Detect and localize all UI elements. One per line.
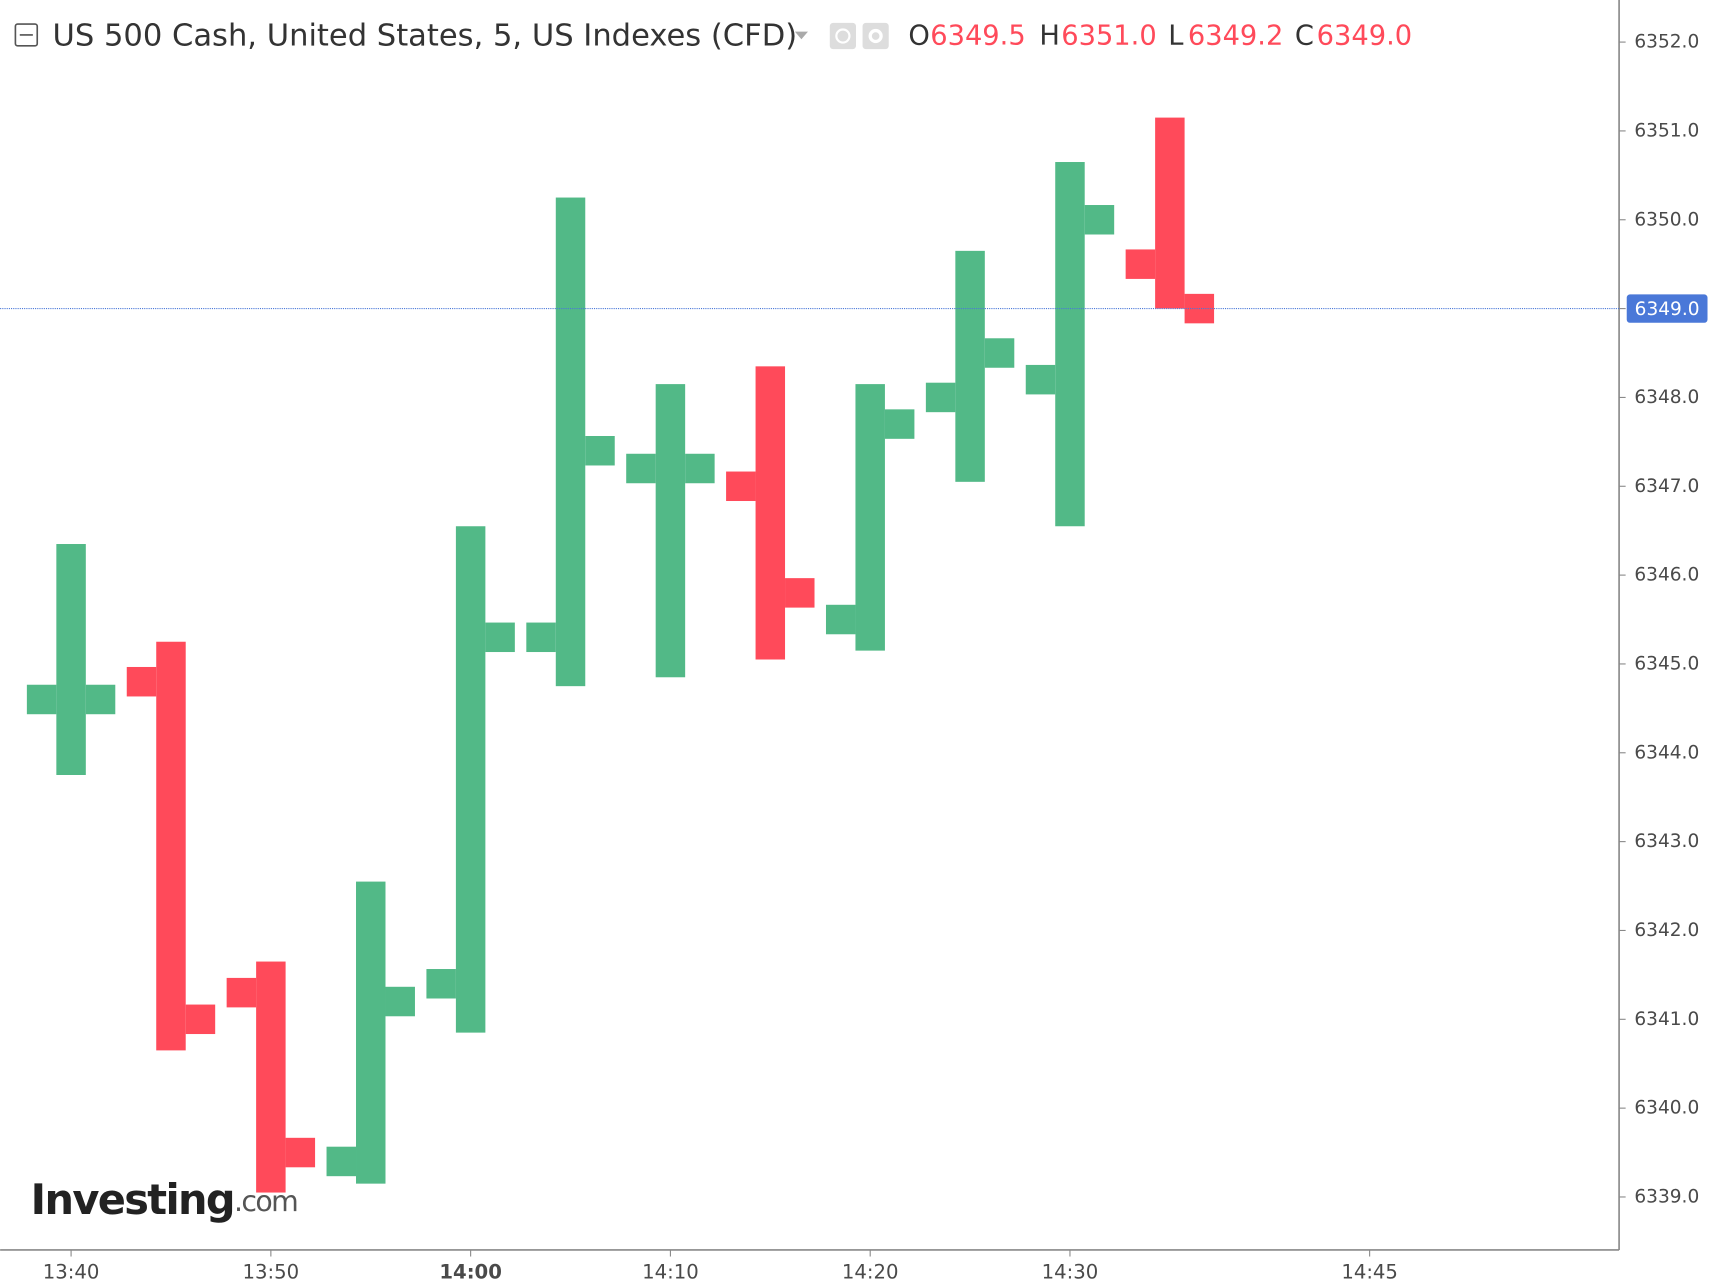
settings-icon-gear: [868, 28, 883, 44]
collapse-icon[interactable]: [14, 23, 39, 47]
bar-open: [726, 471, 756, 502]
y-tick-label: 6343.0: [1634, 831, 1699, 852]
bar-close: [185, 1004, 216, 1035]
eye-icon[interactable]: [829, 22, 856, 50]
legend-open-label: O: [908, 21, 929, 52]
y-tick-label: 6351.0: [1634, 120, 1699, 141]
ohlc-bar: [626, 384, 715, 678]
legend-high: 6351.0: [1061, 21, 1156, 52]
plot-area: [26, 117, 1215, 1193]
ohlc-bar: [1025, 162, 1115, 527]
bar-range: [256, 961, 286, 1193]
bar-close: [984, 338, 1015, 368]
bar-close: [1084, 205, 1115, 235]
legend-close: 6349.0: [1317, 21, 1412, 52]
bar-range: [356, 881, 386, 1184]
legend-low-label: L: [1168, 21, 1184, 52]
bar-close: [884, 409, 915, 439]
ohlc-bar: [825, 384, 915, 651]
bar-close: [685, 453, 715, 484]
legend-close-label: C: [1295, 21, 1314, 52]
y-tick-label: 6341.0: [1634, 1009, 1699, 1030]
ohlc-bar: [126, 641, 216, 1051]
watermark-brand: Investing: [31, 1175, 234, 1224]
bar-range: [1155, 117, 1185, 309]
bar-range: [755, 366, 786, 660]
y-tick-label: 6347.0: [1634, 476, 1699, 497]
current-price-label: 6349.0: [1635, 299, 1700, 320]
x-tick-label: 14:10: [642, 1260, 699, 1283]
chart-title: US 500 Cash, United States, 5, US Indexe…: [53, 19, 798, 54]
y-tick-label: 6344.0: [1634, 742, 1699, 763]
legend-high-label: H: [1039, 21, 1060, 52]
ohlc-legend: O 6349.5 H 6351.0 L 6349.2 C 6349.0: [908, 21, 1412, 52]
y-tick-label: 6346.0: [1634, 565, 1699, 586]
bar-range: [655, 384, 686, 678]
bar-open: [326, 1146, 357, 1177]
x-tick-label: 13:40: [43, 1260, 100, 1283]
y-tick-label: 6342.0: [1634, 920, 1699, 941]
y-tick-label: 6352.0: [1634, 32, 1699, 53]
bar-open: [26, 684, 57, 715]
x-tick-label: 14:30: [1042, 1260, 1099, 1283]
bar-close: [585, 435, 615, 466]
bar-close: [85, 684, 116, 715]
ohlc-bar: [326, 881, 415, 1184]
bar-close: [485, 622, 515, 653]
bar-open: [626, 453, 656, 484]
legend-low: 6349.2: [1188, 21, 1283, 52]
bar-close: [285, 1137, 316, 1168]
x-tick-label: 14:45: [1341, 1260, 1398, 1283]
ohlc-bar: [26, 544, 116, 775]
y-tick-label: 6340.0: [1634, 1098, 1699, 1119]
bar-open: [925, 382, 956, 413]
bar-open: [526, 622, 556, 653]
y-tick-label: 6350.0: [1634, 209, 1699, 230]
dropdown-arrow[interactable]: [794, 31, 808, 40]
bar-range: [455, 526, 486, 1033]
ohlc-bar: [726, 366, 815, 660]
bar-open: [126, 666, 157, 697]
bar-open: [426, 969, 456, 999]
y-tick-label: 6339.0: [1634, 1186, 1699, 1207]
bar-open: [825, 604, 856, 635]
current-price-box: [1626, 294, 1708, 323]
x-tick-label: 14:20: [842, 1260, 899, 1283]
bar-open: [1025, 364, 1056, 395]
bar-range: [555, 197, 586, 687]
x-tick-label: 14:00: [439, 1260, 502, 1283]
bar-range: [1055, 162, 1085, 527]
eye-icon-pupil: [835, 28, 851, 44]
x-tick-label: 13:50: [243, 1260, 300, 1283]
bar-range: [156, 641, 186, 1051]
ohlc-bar: [426, 526, 515, 1033]
y-tick-label: 6348.0: [1634, 387, 1699, 408]
bar-open: [1125, 249, 1156, 279]
bar-close: [385, 986, 415, 1017]
bar-close: [785, 578, 815, 608]
bar-range: [56, 544, 86, 775]
settings-icon[interactable]: [862, 22, 889, 50]
ohlc-bar: [526, 197, 615, 687]
bar-range: [855, 384, 885, 651]
y-tick-label: 6345.0: [1634, 653, 1699, 674]
ohlc-bar: [1125, 117, 1215, 324]
legend-open: 6349.5: [930, 21, 1025, 52]
ohlc-bar: [226, 961, 316, 1193]
watermark: Investing.com: [31, 1175, 297, 1224]
bar-range: [955, 250, 985, 482]
ohlc-bar: [925, 250, 1015, 482]
bar-open: [226, 977, 257, 1008]
